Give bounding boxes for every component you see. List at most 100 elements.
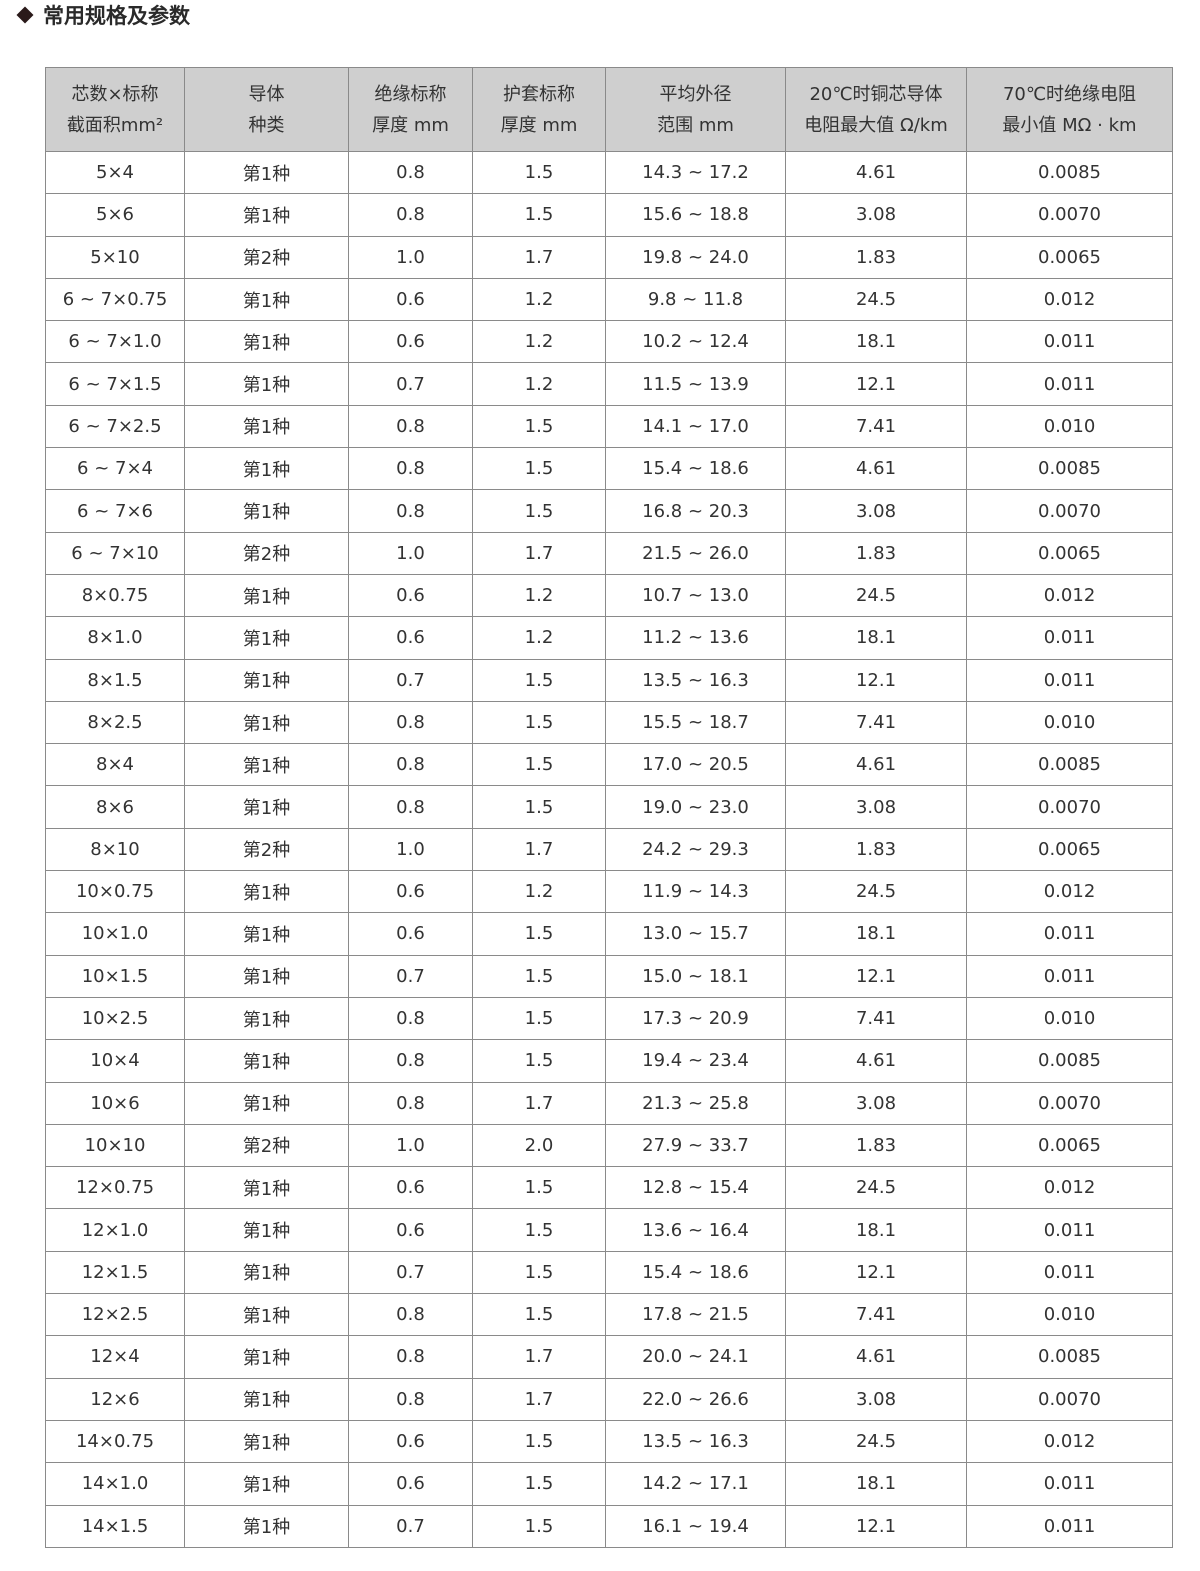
table-cell: 0.0065 xyxy=(966,1123,1173,1168)
table-cell: 1.2 xyxy=(472,362,606,406)
table-cell: 10×2.5 xyxy=(45,996,185,1041)
table-cell: 1.83 xyxy=(785,1123,967,1168)
table-cell: 第1种 xyxy=(184,1081,349,1125)
table-cell: 15.6 ~ 18.8 xyxy=(605,193,786,237)
table-row: 8×1.5 第1种 0.7 1.5 13.5 ~ 16.3 12.1 0.011 xyxy=(45,658,1173,702)
table-row: 5×10 第2种 1.0 1.7 19.8 ~ 24.0 1.83 0.0065 xyxy=(45,235,1173,279)
table-cell: 第1种 xyxy=(184,277,349,322)
column-header: 20℃时铜芯导体 电阻最大值 Ω/km xyxy=(785,67,967,152)
table-cell: 0.011 xyxy=(966,1462,1173,1506)
table-cell: 11.2 ~ 13.6 xyxy=(605,616,786,660)
table-row: 10×2.5 第1种 0.8 1.5 17.3 ~ 20.9 7.41 0.010 xyxy=(45,996,1173,1041)
table-cell: 第2种 xyxy=(184,235,349,279)
table-cell: 第1种 xyxy=(184,1293,349,1337)
table-cell: 3.08 xyxy=(785,785,967,829)
table-row: 12×2.5 第1种 0.8 1.5 17.8 ~ 21.5 7.41 0.010 xyxy=(45,1293,1173,1337)
table-row: 14×0.75 第1种 0.6 1.5 13.5 ~ 16.3 24.5 0.012 xyxy=(45,1419,1173,1464)
column-header-line: 种类 xyxy=(248,114,285,136)
table-cell: 15.4 ~ 18.6 xyxy=(605,447,786,491)
table-cell: 1.5 xyxy=(472,447,606,491)
table-cell: 9.8 ~ 11.8 xyxy=(605,277,786,322)
table-cell: 17.0 ~ 20.5 xyxy=(605,743,786,787)
table-cell: 1.5 xyxy=(472,1293,606,1337)
table-row: 8×1.0 第1种 0.6 1.2 11.2 ~ 13.6 18.1 0.011 xyxy=(45,616,1173,660)
table-cell: 第2种 xyxy=(184,1123,349,1168)
table-cell: 0.010 xyxy=(966,996,1173,1041)
column-header: 芯数×标称 截面积mm² xyxy=(45,67,185,152)
table-cell: 12×1.5 xyxy=(45,1250,185,1295)
table-cell: 10.7 ~ 13.0 xyxy=(605,573,786,618)
table-row: 8×4 第1种 0.8 1.5 17.0 ~ 20.5 4.61 0.0085 xyxy=(45,743,1173,787)
table-cell: 8×6 xyxy=(45,785,185,829)
table-cell: 0.8 xyxy=(348,193,473,237)
table-cell: 1.5 xyxy=(472,785,606,829)
table-cell: 4.61 xyxy=(785,1039,967,1083)
table-header-row: 芯数×标称 截面积mm² 导体 种类 绝缘标称 厚度 mm 护套标称 厚度 mm 平均外径 范围 … xyxy=(45,67,1173,152)
table-cell: 第1种 xyxy=(184,870,349,914)
column-header: 平均外径 范围 mm xyxy=(605,67,786,152)
table-cell: 0.012 xyxy=(966,573,1173,618)
table-cell: 1.5 xyxy=(472,1504,606,1548)
table-cell: 17.3 ~ 20.9 xyxy=(605,996,786,1041)
table-cell: 12×6 xyxy=(45,1377,185,1421)
table-cell: 10×10 xyxy=(45,1123,185,1168)
table-cell: 13.0 ~ 15.7 xyxy=(605,912,786,956)
table-cell: 27.9 ~ 33.7 xyxy=(605,1123,786,1168)
column-header-line: 70℃时绝缘电阻 xyxy=(1002,83,1137,105)
table-cell: 18.1 xyxy=(785,616,967,660)
column-header-line: 平均外径 xyxy=(659,83,732,105)
diamond-icon xyxy=(16,6,34,24)
table-cell: 1.5 xyxy=(472,700,606,745)
column-header: 导体 种类 xyxy=(184,67,349,152)
table-cell: 12×1.0 xyxy=(45,1208,185,1252)
table-row: 10×1.0 第1种 0.6 1.5 13.0 ~ 15.7 18.1 0.011 xyxy=(45,912,1173,956)
table-cell: 15.4 ~ 18.6 xyxy=(605,1250,786,1295)
table-row: 14×1.5 第1种 0.7 1.5 16.1 ~ 19.4 12.1 0.011 xyxy=(45,1504,1173,1548)
table-cell: 24.5 xyxy=(785,870,967,914)
table-cell: 0.6 xyxy=(348,1462,473,1506)
table-cell: 0.0085 xyxy=(966,447,1173,491)
table-cell: 第1种 xyxy=(184,1335,349,1379)
table-row: 12×0.75 第1种 0.6 1.5 12.8 ~ 15.4 24.5 0.012 xyxy=(45,1166,1173,1210)
table-cell: 0.012 xyxy=(966,870,1173,914)
table-cell: 0.8 xyxy=(348,785,473,829)
table-cell: 第1种 xyxy=(184,743,349,787)
table-cell: 12×2.5 xyxy=(45,1293,185,1337)
table-cell: 16.8 ~ 20.3 xyxy=(605,489,786,533)
table-cell: 第1种 xyxy=(184,489,349,533)
table-cell: 第1种 xyxy=(184,954,349,998)
table-cell: 3.08 xyxy=(785,193,967,237)
section-title-text: 常用规格及参数 xyxy=(43,4,190,28)
table-cell: 1.5 xyxy=(472,1208,606,1252)
table-cell: 1.83 xyxy=(785,827,967,872)
table-cell: 4.61 xyxy=(785,743,967,787)
table-cell: 10.2 ~ 12.4 xyxy=(605,320,786,364)
table-row: 6 ~ 7×10 第2种 1.0 1.7 21.5 ~ 26.0 1.83 0.0065 xyxy=(45,531,1173,575)
table-cell: 7.41 xyxy=(785,700,967,745)
table-cell: 0.8 xyxy=(348,743,473,787)
table-cell: 14×1.5 xyxy=(45,1504,185,1548)
table-cell: 14×0.75 xyxy=(45,1419,185,1464)
table-cell: 0.011 xyxy=(966,1250,1173,1295)
table-cell: 1.2 xyxy=(472,320,606,364)
table-cell: 1.5 xyxy=(472,489,606,533)
table-cell: 1.7 xyxy=(472,1081,606,1125)
table-cell: 5×6 xyxy=(45,193,185,237)
table-cell: 0.0085 xyxy=(966,1335,1173,1379)
table-cell: 1.7 xyxy=(472,235,606,279)
table-cell: 第1种 xyxy=(184,1250,349,1295)
table-cell: 第2种 xyxy=(184,827,349,872)
table-cell: 16.1 ~ 19.4 xyxy=(605,1504,786,1548)
table-cell: 0.6 xyxy=(348,912,473,956)
column-header: 绝缘标称 厚度 mm xyxy=(348,67,473,152)
table-cell: 10×1.5 xyxy=(45,954,185,998)
table-cell: 12.1 xyxy=(785,954,967,998)
table-row: 5×4 第1种 0.8 1.5 14.3 ~ 17.2 4.61 0.0085 xyxy=(45,150,1173,195)
table-cell: 21.3 ~ 25.8 xyxy=(605,1081,786,1125)
column-header: 70℃时绝缘电阻 最小值 MΩ · km xyxy=(966,67,1173,152)
table-cell: 11.5 ~ 13.9 xyxy=(605,362,786,406)
table-cell: 7.41 xyxy=(785,1293,967,1337)
table-cell: 8×2.5 xyxy=(45,700,185,745)
column-header-line: 电阻最大值 Ω/km xyxy=(804,114,948,136)
table-cell: 24.5 xyxy=(785,1419,967,1464)
